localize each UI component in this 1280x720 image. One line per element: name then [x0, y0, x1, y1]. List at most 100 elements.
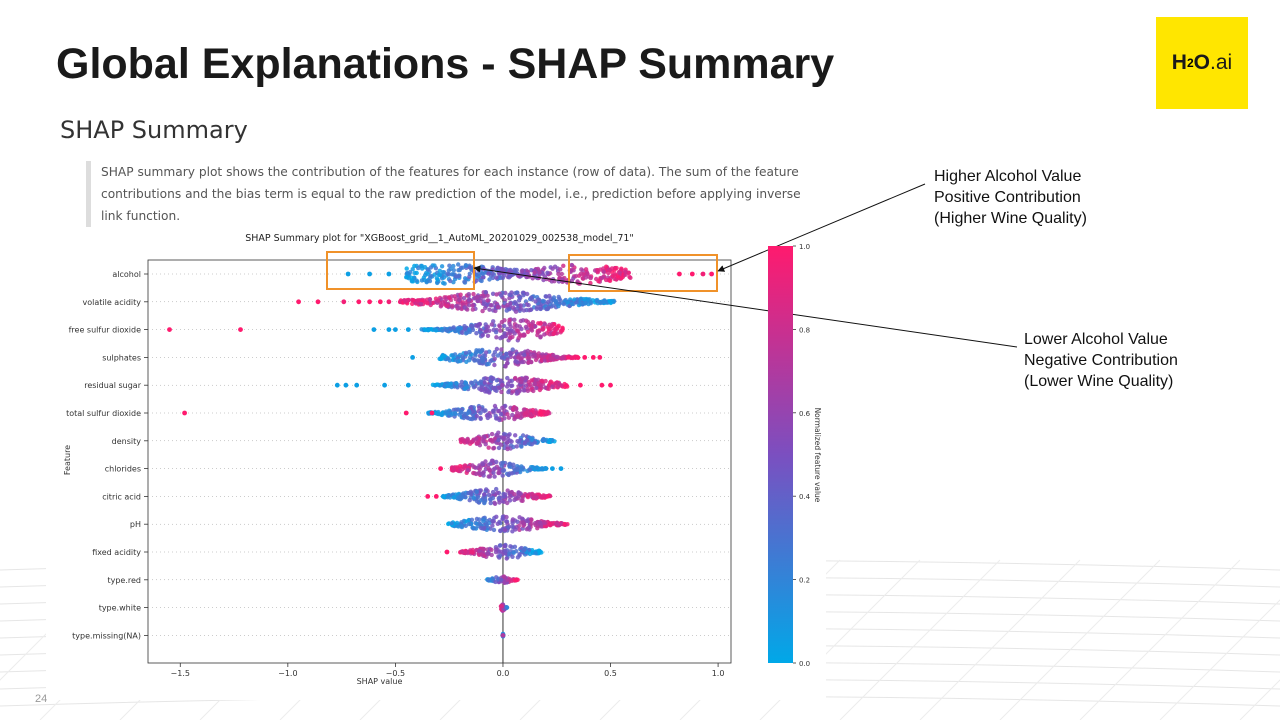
- shap-point: [484, 518, 489, 524]
- shap-point: [470, 525, 475, 530]
- shap-point: [496, 267, 501, 272]
- beeswarm-fixed-acidity: [444, 542, 544, 561]
- shap-point: [458, 292, 463, 297]
- shap-point: [554, 326, 560, 332]
- shap-point: [533, 551, 538, 556]
- shap-point: [440, 328, 445, 333]
- shap-point: [463, 380, 469, 386]
- shap-point: [488, 303, 493, 308]
- shap-point: [496, 496, 501, 501]
- shap-point: [497, 324, 503, 329]
- shap-point: [535, 266, 541, 272]
- shap-point: [502, 527, 508, 533]
- y-tick-label: type.white: [99, 604, 141, 613]
- shap-point: [559, 271, 564, 277]
- shap-point: [500, 382, 505, 388]
- shap-point: [467, 303, 472, 308]
- floor-line: [1079, 559, 1241, 720]
- shap-point: [489, 552, 494, 558]
- shap-point: [498, 549, 503, 554]
- shap-point: [531, 388, 536, 394]
- shap-point: [475, 298, 480, 304]
- shap-point: [497, 553, 503, 559]
- shap-point: [548, 379, 554, 384]
- shap-point: [538, 382, 543, 388]
- y-tick-label: residual sugar: [84, 381, 141, 390]
- shap-point: [480, 462, 486, 467]
- shap-point: [491, 353, 496, 358]
- beeswarm-density: [458, 430, 557, 452]
- y-tick-label: citric acid: [102, 492, 141, 501]
- shap-point: [573, 274, 578, 279]
- beeswarm-free-sulfur-dioxide: [167, 317, 565, 343]
- colorbar: [768, 246, 793, 663]
- shap-point: [518, 303, 523, 308]
- shap-point: [529, 521, 534, 527]
- description-quote: SHAP summary plot shows the contribution…: [86, 161, 801, 227]
- annotation-higher: Higher Alcohol Value Positive Contributi…: [934, 166, 1087, 229]
- shap-point: [604, 264, 609, 269]
- shap-point: [463, 523, 468, 528]
- shap-point: [427, 297, 433, 302]
- shap-point: [490, 495, 496, 501]
- shap-point: [414, 278, 419, 283]
- shap-point: [461, 439, 466, 444]
- shap-point: [496, 437, 501, 443]
- shap-point: [482, 525, 487, 531]
- shap-point: [467, 271, 472, 276]
- shap-point: [479, 278, 484, 284]
- shap-point: [484, 324, 489, 330]
- shap-point: [514, 444, 519, 449]
- shap-point: [520, 498, 525, 503]
- logo-sub: 2: [1186, 56, 1194, 70]
- shap-point: [495, 304, 501, 310]
- shap-point: [542, 322, 548, 327]
- shap-point: [537, 297, 542, 303]
- shap-point: [533, 357, 539, 363]
- shap-point: [599, 275, 604, 280]
- shap-point: [583, 267, 589, 272]
- shap-point: [452, 495, 457, 500]
- shap-point: [510, 389, 515, 394]
- shap-point: [575, 354, 580, 360]
- shap-point: [532, 270, 537, 275]
- shap-point: [542, 358, 548, 363]
- shap-point: [494, 459, 499, 465]
- shap-point: [513, 375, 518, 381]
- shap-point: [550, 303, 556, 308]
- shap-point: [483, 290, 488, 295]
- shap-point: [588, 280, 593, 286]
- shap-point: [509, 383, 514, 389]
- shap-point: [483, 459, 488, 464]
- shap-outlier-point: [354, 382, 360, 388]
- shap-point: [510, 554, 515, 559]
- shap-outlier-point: [315, 299, 321, 305]
- y-tick-label: density: [112, 437, 142, 446]
- shap-point: [491, 470, 496, 475]
- shap-point: [506, 389, 511, 395]
- shap-point: [523, 375, 528, 380]
- shap-point: [490, 275, 496, 281]
- shap-outlier-point: [425, 494, 431, 499]
- shap-point: [446, 383, 452, 389]
- shap-point: [518, 318, 524, 324]
- shap-point: [485, 333, 491, 338]
- shap-outlier-point: [689, 271, 695, 277]
- shap-outlier-point: [590, 355, 596, 360]
- shap-point: [580, 301, 585, 307]
- shap-point: [464, 385, 470, 390]
- x-axis-label: SHAP value: [357, 677, 403, 686]
- shap-point: [473, 465, 478, 470]
- shap-point: [500, 405, 505, 410]
- shap-point: [501, 268, 506, 273]
- shap-point: [489, 431, 495, 437]
- shap-outlier-point: [444, 549, 450, 555]
- shap-point: [512, 544, 518, 549]
- shap-point: [507, 292, 512, 297]
- shap-point: [458, 358, 463, 364]
- shap-point: [481, 376, 487, 381]
- x-tick-label: 0.0: [497, 669, 510, 678]
- shap-point: [556, 304, 561, 309]
- shap-point: [420, 266, 425, 271]
- y-tick-label: type.missing(NA): [72, 631, 141, 640]
